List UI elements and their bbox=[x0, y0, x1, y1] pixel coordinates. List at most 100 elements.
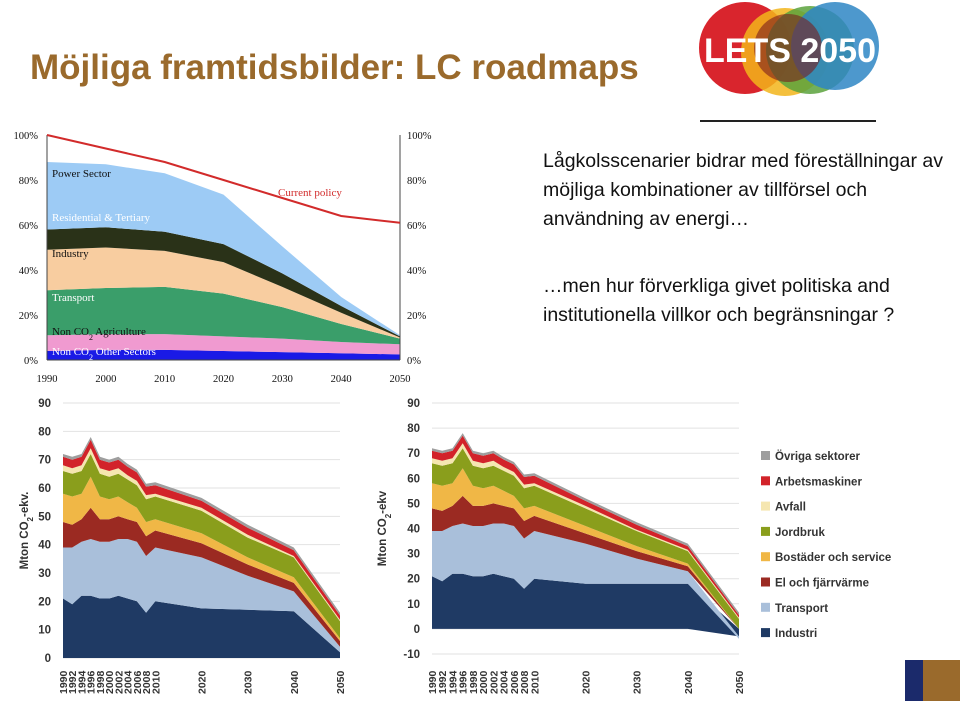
legend-label-övriga-sektorer: Övriga sektorer bbox=[775, 450, 861, 463]
y-tick: 20 bbox=[38, 596, 51, 608]
x-tick: 2000 bbox=[478, 670, 490, 694]
y-tick: 70 bbox=[407, 448, 420, 460]
x-tick: 1990 bbox=[37, 374, 58, 385]
legend-swatch-bostäder-och-service bbox=[761, 552, 770, 562]
footer-square-blue bbox=[905, 660, 923, 701]
series-label-industry: Industry bbox=[52, 248, 89, 260]
x-tick: 1998 bbox=[468, 670, 480, 694]
legend-swatch-avfall bbox=[761, 501, 770, 511]
area-power-sector bbox=[47, 162, 400, 337]
area-transport bbox=[432, 523, 739, 639]
series-label-transport: Transport bbox=[52, 292, 94, 304]
page-title: Möjliga framtidsbilder: LC roadmaps bbox=[30, 48, 639, 87]
x-tick: 2002 bbox=[113, 670, 125, 694]
x-tick: 1992 bbox=[437, 670, 449, 694]
y-tick-left: 100% bbox=[14, 131, 39, 142]
y-tick: 90 bbox=[407, 398, 420, 410]
x-tick: 2004 bbox=[499, 670, 511, 694]
series-label-residential-tertiary: Residential & Tertiary bbox=[52, 212, 151, 224]
y-tick: 40 bbox=[407, 524, 420, 536]
area-bostäder-och-service bbox=[63, 476, 340, 641]
y-tick: 20 bbox=[407, 574, 420, 586]
y-axis-label: Mton CO2-ekv. bbox=[19, 492, 35, 570]
legend-label-bostäder-och-service: Bostäder och service bbox=[775, 552, 891, 564]
paragraph-question: …men hur förverkliga givet politiska and… bbox=[543, 275, 895, 326]
x-tick: 2020 bbox=[581, 670, 593, 694]
logo-circle-dark bbox=[754, 14, 822, 82]
x-tick: 2040 bbox=[289, 670, 301, 694]
x-tick: 2050 bbox=[734, 670, 746, 694]
x-tick: 2020 bbox=[213, 374, 234, 385]
x-tick: 2000 bbox=[95, 374, 116, 385]
paragraph-scenarios: Lågkolsscenarier bidrar med föreställnin… bbox=[543, 150, 943, 230]
y-axis-label: Mton CO2-ekv bbox=[377, 490, 393, 566]
area-non-co2-other-sectors bbox=[47, 349, 400, 360]
area-industri bbox=[63, 595, 340, 658]
series-label-non-co2-agriculture: Non CO2 Agriculture bbox=[52, 326, 146, 342]
legend-label-jordbruk: Jordbruk bbox=[775, 527, 825, 539]
area-jordbruk bbox=[63, 454, 340, 639]
y-tick-right: 100% bbox=[407, 131, 432, 142]
y-tick: 0 bbox=[414, 624, 420, 636]
x-tick: 1992 bbox=[67, 670, 79, 694]
x-tick: 2010 bbox=[529, 670, 541, 694]
y-tick: 40 bbox=[38, 540, 51, 552]
y-tick: -10 bbox=[403, 649, 420, 661]
y-tick: 50 bbox=[38, 511, 51, 523]
y-tick: 10 bbox=[38, 625, 51, 637]
x-tick: 1998 bbox=[95, 670, 107, 694]
area-el-och-fjärrvärme bbox=[432, 495, 739, 629]
current-policy-line bbox=[46, 134, 401, 224]
series-label-non-co2-other-sectors: Non CO2 Other Sectors bbox=[52, 346, 156, 362]
current-policy-label: Current policy bbox=[278, 187, 342, 199]
y-tick: 90 bbox=[38, 398, 51, 410]
area-transport bbox=[47, 286, 400, 345]
x-tick: 2008 bbox=[519, 670, 531, 694]
x-tick: 2040 bbox=[683, 670, 695, 694]
y-tick: 50 bbox=[407, 498, 420, 510]
legend-label-transport: Transport bbox=[775, 603, 828, 615]
x-tick: 2006 bbox=[509, 670, 521, 694]
y-tick-left: 20% bbox=[19, 311, 39, 322]
x-tick: 1990 bbox=[427, 670, 439, 694]
footer-square-brown bbox=[923, 660, 960, 701]
area-non-co2-agriculture bbox=[47, 334, 400, 355]
sweden-emissions-chart-left: 0102030405060708090199019921994199619982… bbox=[19, 398, 347, 694]
y-tick: 70 bbox=[38, 455, 51, 467]
legend-label-el-och-fjärrvärme: El och fjärrvärme bbox=[775, 578, 869, 590]
series-label-power-sector: Power Sector bbox=[52, 168, 111, 180]
sweden-emissions-chart-right: -100102030405060708090199019921994199619… bbox=[377, 398, 891, 694]
x-tick: 2050 bbox=[390, 374, 411, 385]
legend-swatch-övriga-sektorer bbox=[761, 451, 770, 460]
legend-swatch-el-och-fjärrvärme bbox=[761, 577, 770, 587]
x-tick: 1996 bbox=[458, 670, 470, 694]
legend-label-industri: Industri bbox=[775, 628, 817, 640]
y-tick-right: 20% bbox=[407, 311, 427, 322]
lc-roadmap-chart: Current policy 0% 0% 20% 20% 40% 40% 60% 60% 80% 8… bbox=[14, 131, 432, 385]
area-bostäder-och-service bbox=[432, 468, 739, 629]
x-tick: 2040 bbox=[331, 374, 352, 385]
y-tick: 80 bbox=[38, 426, 51, 438]
x-tick: 2004 bbox=[123, 670, 135, 694]
x-tick: 2050 bbox=[335, 670, 347, 694]
y-tick: 30 bbox=[407, 549, 420, 561]
x-tick: 1994 bbox=[447, 670, 459, 694]
x-tick: 2002 bbox=[488, 670, 500, 694]
x-tick: 1996 bbox=[86, 670, 98, 694]
y-tick: 30 bbox=[38, 568, 51, 580]
x-tick: 2010 bbox=[150, 670, 162, 694]
y-tick-left: 80% bbox=[19, 176, 39, 187]
y-tick: 10 bbox=[407, 599, 420, 611]
y-tick-left: 0% bbox=[24, 356, 38, 367]
y-tick-left: 40% bbox=[19, 266, 39, 277]
x-tick: 2030 bbox=[272, 374, 293, 385]
x-tick: 2030 bbox=[632, 670, 644, 694]
x-tick: 2010 bbox=[154, 374, 175, 385]
area-industri bbox=[432, 573, 739, 637]
area-transport bbox=[63, 539, 340, 653]
area-industry bbox=[47, 247, 400, 339]
y-tick-right: 40% bbox=[407, 266, 427, 277]
x-tick: 2020 bbox=[197, 670, 209, 694]
legend-label-avfall: Avfall bbox=[775, 502, 806, 514]
x-tick: 1990 bbox=[58, 670, 70, 694]
